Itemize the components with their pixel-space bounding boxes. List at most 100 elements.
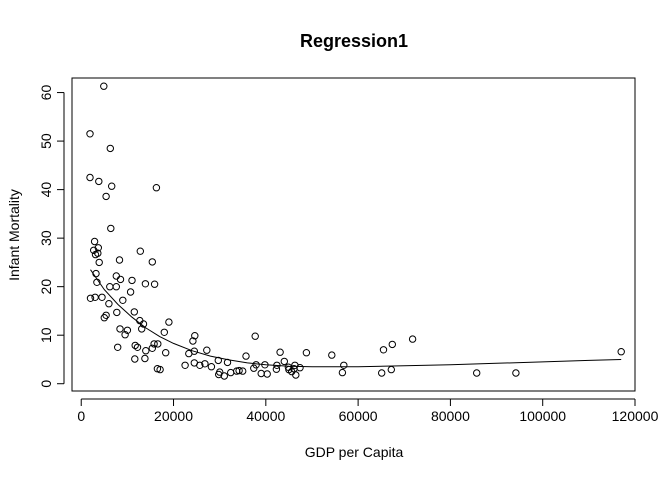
data-point (290, 365, 298, 373)
data-point (261, 361, 269, 369)
data-point (106, 283, 114, 291)
data-point (251, 332, 259, 340)
data-point (512, 369, 520, 377)
x-tick-label: 40000 (246, 408, 285, 424)
data-point (90, 237, 99, 246)
data-point (181, 361, 189, 369)
data-point (328, 351, 336, 359)
data-point (119, 296, 127, 304)
data-point (115, 256, 124, 264)
data-point (114, 343, 122, 351)
x-tick-label: 80000 (431, 408, 470, 424)
x-tick-label: 120000 (612, 408, 659, 424)
data-point (123, 326, 132, 334)
data-point (387, 365, 395, 374)
data-point (250, 364, 258, 372)
y-tick-label: 40 (38, 182, 54, 198)
data-point (338, 368, 347, 377)
data-point (273, 361, 281, 369)
data-point (94, 249, 102, 257)
data-point (148, 258, 157, 266)
data-point (100, 82, 108, 90)
data-point (91, 293, 99, 301)
data-point (280, 357, 288, 366)
data-point (189, 337, 197, 345)
data-point (379, 346, 388, 354)
chart-title: Regression1 (300, 31, 408, 51)
data-point (141, 280, 150, 288)
data-point (150, 340, 158, 348)
data-point (223, 358, 232, 367)
data-point (93, 278, 101, 286)
data-point (150, 280, 159, 288)
x-axis-label: GDP per Capita (305, 444, 404, 460)
data-point (276, 348, 284, 356)
data-point (388, 340, 396, 349)
data-point (227, 368, 235, 377)
data-point (86, 173, 94, 182)
data-point (617, 348, 625, 356)
data-point (116, 275, 125, 284)
data-point (95, 258, 103, 267)
data-point (154, 340, 162, 348)
data-point (126, 288, 135, 296)
data-point (162, 349, 170, 357)
data-point (102, 311, 110, 319)
y-tick-label: 50 (38, 133, 54, 149)
data-point (156, 365, 164, 374)
x-tick-label: 0 (77, 408, 85, 424)
data-point (201, 360, 209, 368)
data-point (108, 182, 116, 190)
data-point (160, 328, 169, 336)
data-point (203, 346, 211, 354)
data-point (272, 365, 281, 373)
x-tick-label: 100000 (519, 408, 566, 424)
y-tick-label: 30 (38, 230, 54, 246)
y-tick-label: 0 (38, 380, 54, 388)
y-tick-label: 60 (38, 85, 54, 101)
data-point (408, 335, 417, 343)
data-point (138, 325, 146, 333)
data-point (235, 366, 243, 375)
y-axis: 0 10 20 30 40 50 60 (38, 85, 65, 388)
regression-fit-line (90, 269, 622, 368)
data-point (112, 283, 121, 291)
data-point (207, 363, 216, 371)
data-point (131, 341, 139, 350)
data-point (121, 331, 129, 339)
plot-frame (71, 77, 636, 392)
data-point (191, 332, 199, 340)
data-point (302, 349, 311, 357)
x-tick-label: 60000 (339, 408, 378, 424)
regression-line-layer (90, 269, 622, 368)
y-tick-label: 20 (38, 279, 54, 295)
data-point (100, 314, 109, 322)
data-point (113, 308, 121, 317)
data-point (263, 370, 271, 378)
data-point (86, 294, 95, 302)
data-point (214, 356, 223, 365)
data-point (94, 244, 103, 252)
y-tick-label: 10 (38, 327, 54, 343)
data-point (136, 247, 145, 255)
data-point (139, 320, 148, 328)
data-point (128, 276, 136, 285)
data-point (141, 354, 149, 363)
data-point (142, 347, 150, 355)
x-tick-label: 20000 (154, 408, 193, 424)
x-axis: 0 20000 40000 60000 80000 100000 120000 (77, 398, 659, 424)
data-point (239, 367, 247, 375)
data-point (378, 369, 386, 377)
data-point (473, 369, 481, 377)
data-point (220, 372, 229, 380)
data-point (86, 130, 94, 138)
data-point (292, 371, 300, 379)
y-axis-label: Infant Mortality (6, 189, 22, 281)
data-point (107, 224, 115, 233)
data-point (105, 300, 113, 308)
data-point (285, 365, 293, 374)
data-points-layer (86, 82, 625, 380)
data-point (133, 343, 142, 351)
data-point (98, 293, 106, 301)
